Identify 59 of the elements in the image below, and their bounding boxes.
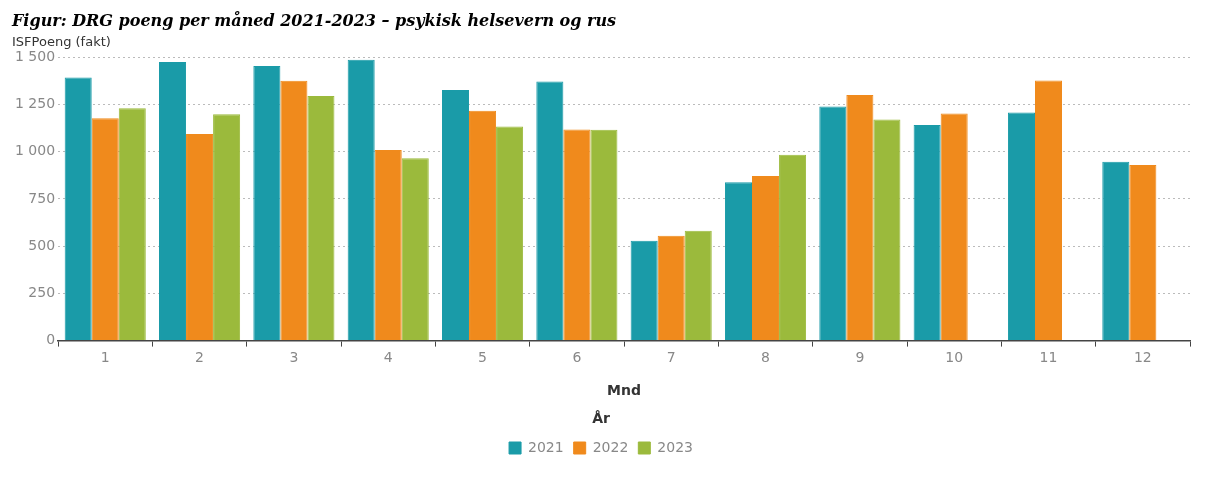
bar	[307, 95, 335, 341]
legend-title: År	[592, 409, 610, 426]
legend-label: 2021	[528, 438, 564, 455]
x-tick-label: 7	[666, 348, 676, 365]
y-tick-label: 250	[28, 284, 56, 301]
bar	[630, 240, 658, 341]
y-tick-label: 1 500	[14, 47, 56, 64]
bar	[684, 230, 712, 341]
bar	[1034, 80, 1063, 341]
bar	[374, 149, 402, 341]
y-axis-title: ISFPoeng (fakt)	[12, 34, 111, 50]
bar	[1129, 165, 1157, 341]
x-tick-label: 9	[855, 348, 865, 365]
bar	[590, 129, 618, 341]
bar	[657, 235, 685, 341]
bar	[752, 176, 780, 341]
bar	[253, 65, 281, 341]
bar	[940, 113, 968, 341]
bar	[118, 108, 146, 341]
x-tick-label: 2	[195, 348, 205, 365]
x-tick-label: 5	[478, 348, 488, 365]
bar	[536, 81, 564, 341]
x-axis-title: Mnd	[607, 382, 641, 399]
y-tick-label: 500	[28, 236, 56, 253]
bar	[873, 119, 901, 341]
chart-title: Figur: DRG poeng per måned 2021-2023 – psykisk helsevern og rus	[11, 9, 617, 30]
x-tick-label: 3	[289, 348, 299, 365]
bar	[779, 154, 807, 341]
x-tick-label: 8	[761, 348, 770, 365]
bar	[563, 129, 591, 341]
bar	[496, 126, 524, 341]
bar	[64, 77, 92, 341]
bar	[213, 114, 241, 341]
bar	[186, 133, 214, 341]
bar	[280, 80, 308, 341]
bar	[846, 94, 874, 341]
legend-label: 2023	[657, 438, 693, 455]
y-tick-label: 1 000	[14, 142, 56, 159]
y-tick-label: 0	[46, 331, 56, 348]
x-tick-label: 11	[1039, 348, 1058, 365]
bar	[441, 89, 470, 341]
bar	[724, 182, 753, 341]
bar	[1102, 161, 1130, 341]
x-tick-label: 1	[100, 348, 110, 365]
y-tick-label: 1 250	[14, 95, 56, 112]
x-tick-label: 12	[1133, 348, 1152, 365]
bar	[1007, 112, 1035, 341]
x-tick-label: 10	[945, 348, 964, 365]
y-tick-label: 750	[28, 189, 56, 206]
x-tick-label: 6	[572, 348, 582, 365]
bar	[347, 59, 375, 341]
legend-label: 2022	[592, 438, 629, 455]
bar	[401, 158, 429, 341]
bar	[469, 110, 497, 341]
bar	[913, 125, 941, 341]
bar	[159, 62, 187, 341]
x-tick-label: 4	[383, 348, 393, 365]
bar	[91, 118, 119, 341]
bar	[819, 106, 847, 341]
